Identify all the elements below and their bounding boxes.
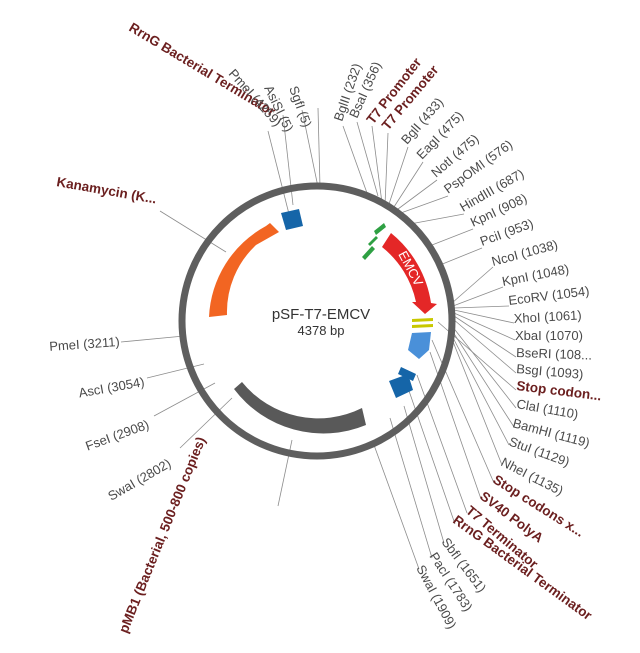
leader-hindiii — [409, 213, 465, 225]
leader-bglii — [342, 125, 368, 194]
feature-emcv[interactable] — [382, 233, 437, 314]
leader-bsgi — [452, 318, 517, 374]
plasmid-size: 4378 bp — [298, 323, 345, 338]
feature-t7-mark — [368, 236, 378, 246]
leader-kpni-908 — [431, 228, 474, 246]
label-xhoi[interactable]: XhoI (1061) — [513, 307, 582, 326]
label-bseri[interactable]: BseRI (108... — [516, 345, 592, 363]
leader-bseri — [453, 315, 517, 358]
leader-bamhi — [450, 328, 515, 428]
leader-fsei — [153, 382, 216, 417]
leader-stop2 — [431, 339, 495, 484]
leader-ecorv — [453, 305, 510, 309]
leader-paci — [389, 417, 433, 559]
leader-swai-2802 — [179, 397, 233, 449]
leader-pmei-3211 — [120, 335, 185, 343]
leader-bgli — [387, 146, 409, 208]
feature-stop-codons-1[interactable] — [412, 318, 433, 322]
leader-ncoi — [451, 266, 494, 304]
feature-t7-terminator[interactable] — [398, 367, 416, 381]
leader-sgfi — [317, 107, 321, 188]
leader-sbfi — [403, 405, 445, 544]
leader-pspomi — [397, 195, 449, 215]
label-ecorv[interactable]: EcoRV (1054) — [508, 283, 591, 308]
feature-rrng-top[interactable] — [281, 209, 303, 230]
leader-stui — [449, 331, 510, 446]
feature-t7-promoter-1[interactable] — [374, 223, 386, 235]
backbone-circle — [178, 182, 456, 460]
label-fsei[interactable]: FseI (2908) — [83, 417, 151, 454]
feature-t7-promoter-2[interactable] — [362, 246, 375, 260]
label-pmei-3211[interactable]: PmeI (3211) — [49, 334, 120, 354]
leader-swai-1909 — [373, 444, 420, 570]
label-kanamycin[interactable]: Kanamycin (K... — [55, 174, 157, 206]
feature-kanamycin[interactable] — [209, 223, 279, 317]
leader-pcii — [439, 247, 483, 266]
leader-bsai — [356, 121, 379, 197]
leader-noti — [393, 179, 438, 213]
feature-rrng-bottom[interactable] — [389, 374, 413, 398]
label-swai-2802[interactable]: SwaI (2802) — [105, 456, 173, 504]
feature-pmb1[interactable] — [234, 382, 366, 434]
leader-xhoi — [453, 309, 515, 324]
leader-kpni-1048 — [452, 286, 504, 307]
feature-stop-codons-1b — [412, 324, 433, 328]
label-xbai[interactable]: XbaI (1070) — [515, 328, 583, 343]
leader-eagi — [391, 161, 424, 211]
leader-t7term — [416, 374, 468, 514]
leader-kanamycin — [159, 210, 227, 253]
leader-t7p1 — [371, 125, 383, 204]
plasmid-name: pSF-T7-EMCV — [272, 306, 370, 323]
leader-rrng-bottom — [407, 387, 456, 525]
leader-t7p2 — [384, 132, 389, 206]
leader-nhei — [449, 333, 503, 466]
leader-asisi — [301, 109, 319, 188]
leader-asci — [146, 363, 205, 379]
label-bsgi[interactable]: BsgI (1093) — [516, 361, 584, 382]
label-asci[interactable]: AscI (3054) — [77, 374, 145, 400]
emcv-label: EMCV — [395, 248, 426, 288]
leader-xbai — [453, 312, 516, 341]
label-kpni-1048[interactable]: KpnI (1048) — [501, 261, 571, 289]
feature-sv40-polya[interactable] — [408, 332, 431, 359]
leader-clai — [451, 325, 517, 409]
leader-rrng-top — [267, 130, 291, 219]
